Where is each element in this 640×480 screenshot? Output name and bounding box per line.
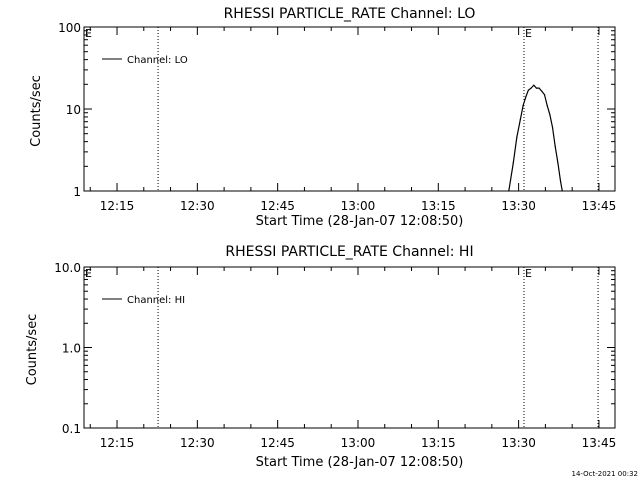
data-point: [530, 87, 532, 89]
chart-title: RHESSI PARTICLE_RATE Channel: HI: [225, 244, 473, 260]
data-point: [508, 190, 510, 192]
data-point: [549, 114, 551, 116]
event-marker-label: E: [525, 267, 532, 280]
x-tick-label: 13:00: [341, 199, 376, 213]
x-tick-label: 13:00: [341, 436, 376, 450]
y-axis-label: Counts/sec: [29, 75, 44, 147]
series-line-channel-lo: [508, 84, 563, 192]
x-axis-label: Start Time (28-Jan-07 12:08:50): [256, 455, 464, 470]
data-point: [522, 105, 524, 107]
x-tick-label: 12:15: [100, 436, 135, 450]
x-tick-label: 12:30: [180, 199, 215, 213]
plot-frame: [83, 26, 616, 192]
data-point: [557, 162, 559, 164]
timestamp-label: 14-Oct-2021 00:32: [572, 470, 638, 478]
chart-title: RHESSI PARTICLE_RATE Channel: LO: [224, 6, 476, 22]
y-axis-label: Counts/sec: [25, 314, 40, 386]
legend-entry: Channel: HI: [127, 295, 185, 306]
data-point: [525, 96, 527, 98]
x-tick-label: 13:30: [501, 436, 536, 450]
y-tick-label: 10: [66, 103, 81, 117]
data-point: [533, 84, 535, 86]
data-point: [512, 162, 514, 164]
x-tick-label: 13:45: [582, 199, 617, 213]
data-point: [519, 118, 522, 120]
event-marker-label: E: [525, 27, 532, 40]
data-point: [538, 87, 540, 89]
event-marker-label: E: [85, 27, 92, 40]
x-tick-label: 12:45: [260, 436, 295, 450]
data-point: [561, 190, 563, 192]
y-tick-label: 10.0: [54, 261, 81, 275]
x-tick-label: 12:45: [260, 199, 295, 213]
x-tick-label: 13:15: [421, 199, 456, 213]
event-marker-label: E: [85, 267, 92, 280]
data-point: [554, 145, 556, 147]
data-point: [535, 87, 538, 89]
x-tick-label: 12:30: [180, 436, 215, 450]
data-point: [527, 89, 530, 91]
data-point: [516, 136, 518, 139]
y-tick-label: 100: [58, 21, 81, 35]
data-point: [541, 90, 543, 92]
x-tick-label: 13:30: [501, 199, 536, 213]
y-tick-label: 1: [73, 185, 81, 199]
x-axis-label: Start Time (28-Jan-07 12:08:50): [256, 214, 464, 229]
x-tick-label: 12:15: [100, 199, 135, 213]
x-tick-label: 13:15: [421, 436, 456, 450]
plot-frame: [83, 266, 616, 429]
data-point: [543, 93, 546, 96]
data-point: [546, 105, 548, 107]
legend-entry: Channel: LO: [127, 55, 188, 66]
data-point: [551, 126, 554, 128]
y-tick-label: 1.0: [62, 342, 81, 356]
data-point: [559, 181, 562, 183]
y-tick-label: 0.1: [62, 422, 81, 436]
x-tick-label: 13:45: [582, 436, 617, 450]
